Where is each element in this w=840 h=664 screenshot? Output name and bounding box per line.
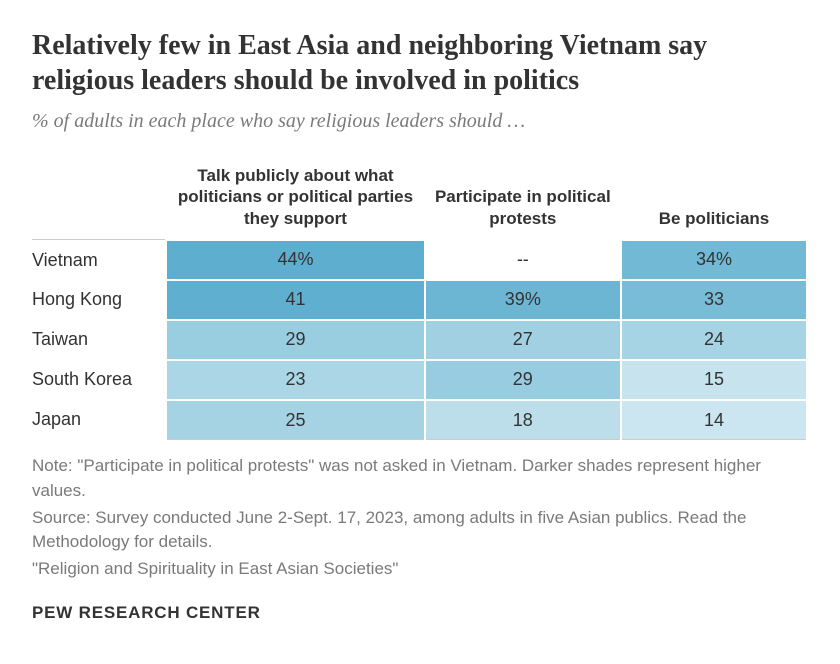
heatmap-cell: 25 — [166, 400, 424, 440]
row-label: Taiwan — [32, 320, 166, 360]
heatmap-cell: 39% — [425, 280, 621, 320]
note-line: Note: "Participate in political protests… — [32, 454, 808, 503]
row-label: Vietnam — [32, 240, 166, 280]
heatmap-cell: 44% — [166, 240, 424, 280]
table-row: South Korea232915 — [32, 360, 807, 400]
heatmap-cell: -- — [425, 240, 621, 280]
table-row: Hong Kong4139%33 — [32, 280, 807, 320]
chart-title: Relatively few in East Asia and neighbor… — [32, 28, 808, 98]
heatmap-cell: 29 — [166, 320, 424, 360]
heatmap-cell: 33 — [621, 280, 807, 320]
heatmap-cell: 41 — [166, 280, 424, 320]
notes-block: Note: "Participate in political protests… — [32, 454, 808, 581]
col-header: Be politicians — [621, 157, 807, 240]
heatmap-cell: 15 — [621, 360, 807, 400]
table-row: Vietnam44%--34% — [32, 240, 807, 280]
table-row: Japan251814 — [32, 400, 807, 440]
row-label: Hong Kong — [32, 280, 166, 320]
col-header: Talk publicly about what politicians or … — [166, 157, 424, 240]
table-row: Taiwan292724 — [32, 320, 807, 360]
heatmap-cell: 29 — [425, 360, 621, 400]
heatmap-cell: 34% — [621, 240, 807, 280]
row-label: South Korea — [32, 360, 166, 400]
note-line: "Religion and Spirituality in East Asian… — [32, 557, 808, 582]
attribution: PEW RESEARCH CENTER — [32, 603, 808, 623]
heatmap-cell: 14 — [621, 400, 807, 440]
heatmap-cell: 18 — [425, 400, 621, 440]
header-row: Talk publicly about what politicians or … — [32, 157, 807, 240]
heatmap-table: Talk publicly about what politicians or … — [32, 157, 808, 440]
row-label: Japan — [32, 400, 166, 440]
heatmap-cell: 23 — [166, 360, 424, 400]
table-body: Vietnam44%--34%Hong Kong4139%33Taiwan292… — [32, 240, 807, 440]
chart-subtitle: % of adults in each place who say religi… — [32, 110, 808, 133]
heatmap-cell: 27 — [425, 320, 621, 360]
header-blank — [32, 157, 166, 240]
col-header: Participate in political protests — [425, 157, 621, 240]
note-line: Source: Survey conducted June 2-Sept. 17… — [32, 506, 808, 555]
heatmap-cell: 24 — [621, 320, 807, 360]
